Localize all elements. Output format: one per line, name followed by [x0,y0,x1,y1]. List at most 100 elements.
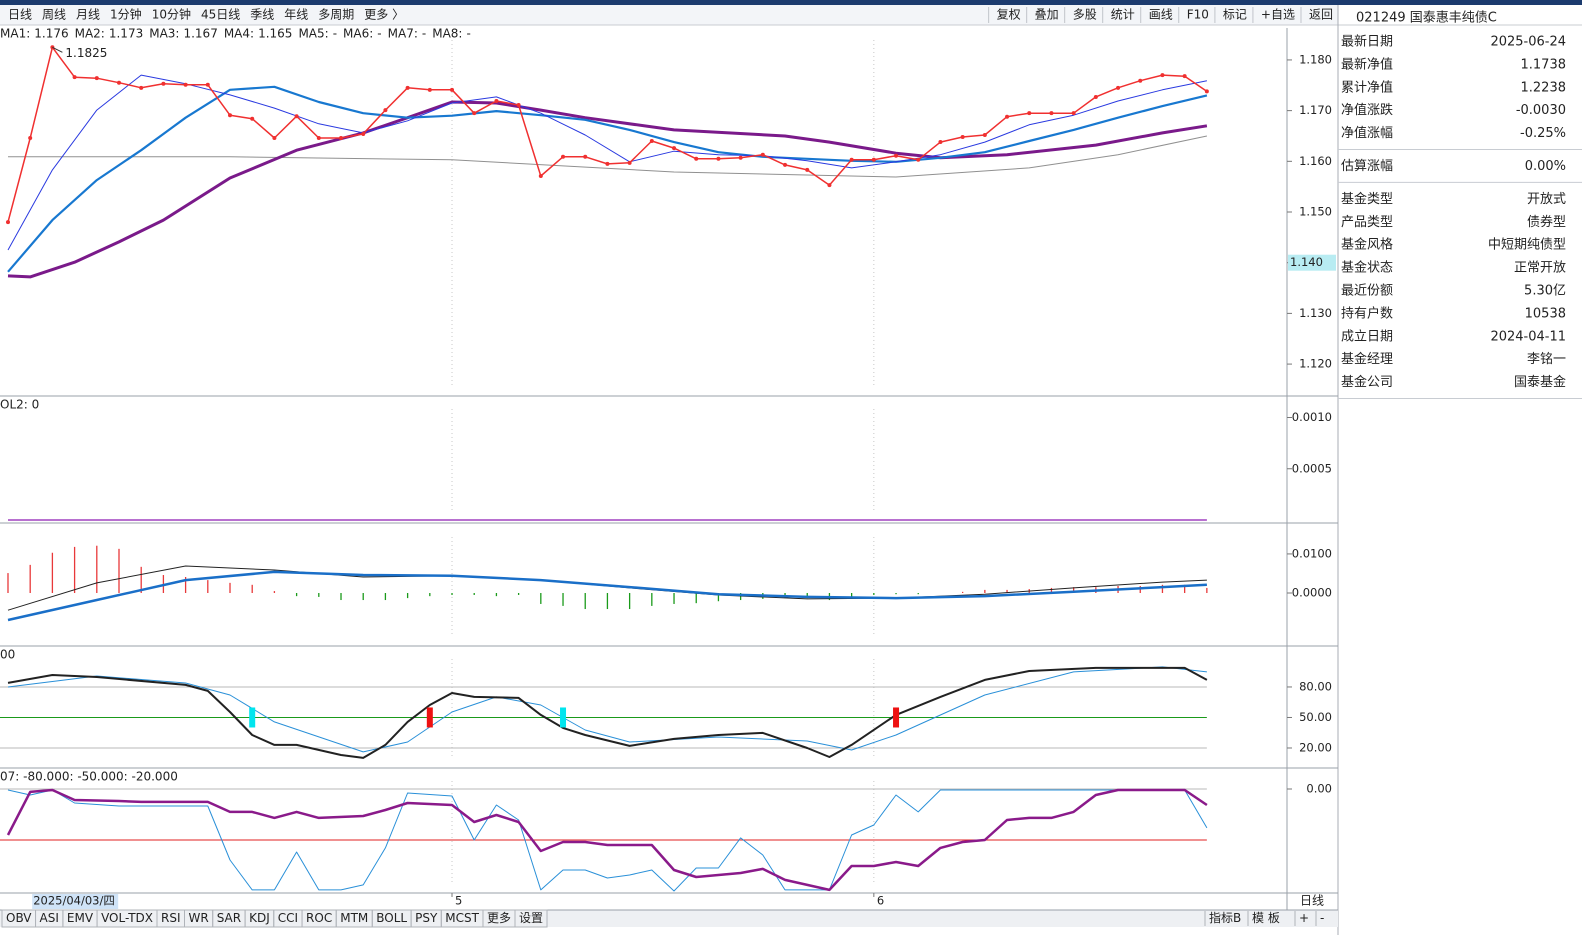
y-tick-label: 1.180 [1299,52,1332,66]
indicator-tab[interactable]: ASI [40,911,59,925]
info-value: 国泰基金 [1514,374,1566,390]
toolbar-button[interactable]: 叠加 [1035,8,1059,22]
legend-value: - [377,27,381,41]
tab-control[interactable]: 指标B [1209,910,1241,925]
indicator-tab[interactable]: MCST [445,911,479,925]
annotation-label: 1.1825 [65,46,107,60]
data-point [627,160,632,165]
data-point [139,85,144,90]
data-point [1005,114,1010,119]
indicator-tab[interactable]: SAR [217,911,241,925]
toolbar-button[interactable]: 复权 [997,8,1021,22]
info-label: 最近份额 [1341,284,1393,299]
info-value: 0.00% [1525,159,1566,174]
data-point [450,87,455,92]
toolbar-button[interactable]: 统计 [1111,8,1135,22]
data-point [183,82,188,87]
toolbar-item[interactable]: 周线 [42,8,66,22]
cursor-value: 1.140 [1290,255,1323,269]
info-label: 基金状态 [1341,260,1393,276]
info-label: 产品类型 [1341,215,1393,230]
y-tick-label: 1.160 [1299,154,1332,168]
indicator-tab[interactable]: WR [189,911,209,925]
info-value: 正常开放 [1514,261,1566,276]
data-point [894,153,899,158]
indicator-tab[interactable]: BOLL [376,911,407,925]
indicator-tab[interactable]: PSY [415,911,438,925]
legend-name: MA6: [343,27,373,41]
signal-marker [893,707,900,728]
series-line [7,789,1208,892]
toolbar-item[interactable]: 45日线 [201,8,240,22]
toolbar-button[interactable]: 返回 [1309,8,1333,22]
legend-value: 1.165 [258,27,292,41]
toolbar-button[interactable]: +自选 [1261,8,1295,22]
toolbar-item[interactable]: 更多 〉 [364,8,404,22]
info-value: 5.30亿 [1524,284,1566,299]
data-point [494,98,499,103]
data-point [1204,89,1209,94]
toolbar-item[interactable]: 日线 [8,8,32,22]
indicator-tab[interactable]: RSI [161,911,181,925]
y-tick-label: 0.00 [1306,781,1332,795]
tab-control[interactable]: - [1320,911,1324,925]
toolbar [0,5,1338,25]
y-tick-label: 80.00 [1299,679,1332,693]
y-tick-label: 0.0100 [1292,546,1332,560]
data-point [28,135,33,140]
data-point [250,116,255,121]
indicator-tab[interactable]: KDJ [249,911,270,925]
data-point [272,135,277,140]
legend-name: MA7: [388,27,418,41]
info-value: -0.0030 [1516,103,1566,118]
y-tick-label: 0.0005 [1292,461,1332,475]
toolbar-item[interactable]: 月线 [76,8,100,22]
toolbar-button[interactable]: 多股 [1073,8,1097,22]
indicator-tab[interactable]: EMV [67,911,94,925]
info-label: 净值涨幅 [1341,125,1393,141]
data-point [5,220,10,225]
x-tick-label: 2025/04/03/四 [33,894,115,908]
series-line [7,74,1208,251]
toolbar-item[interactable]: 季线 [250,8,274,22]
info-value: 1.2238 [1521,80,1567,95]
period-label: 日线 [1300,894,1324,908]
indicator-tab[interactable]: 设置 [519,911,543,925]
toolbar-item[interactable]: 1分钟 [110,7,142,22]
legend-name: MA1: [0,27,30,41]
data-point [161,81,166,86]
info-value: 10538 [1525,306,1566,321]
data-point [472,111,477,116]
data-point [982,132,987,137]
data-point [116,80,121,85]
series-line [7,666,1208,759]
data-point [1138,78,1143,83]
indicator-tab[interactable]: OBV [6,911,32,925]
data-point [561,154,566,159]
data-point [1093,94,1098,99]
indicator-tab[interactable]: 更多 [487,911,511,925]
indicator-header: : -50.000 [69,770,123,784]
indicator-header: : -80.000 [15,770,69,784]
toolbar-button[interactable]: 标记 [1223,8,1247,22]
toolbar-button[interactable]: F10 [1187,8,1209,22]
indicator-tab[interactable]: VOL-TDX [101,911,153,925]
info-value: 2025-06-24 [1490,35,1566,50]
indicator-tab[interactable]: ROC [306,911,332,925]
data-point [1160,73,1165,78]
data-point [294,114,299,119]
indicator-tab[interactable]: MTM [340,911,368,925]
data-point [1071,111,1076,116]
toolbar-button[interactable]: 画线 [1149,8,1173,22]
y-tick-label: 0.0010 [1292,410,1332,424]
toolbar-item[interactable]: 多周期 [318,8,354,22]
data-point [205,82,210,87]
toolbar-item[interactable]: 10分钟 [152,7,191,22]
tab-control[interactable]: + [1299,911,1309,925]
tab-control[interactable]: 模 板 [1252,911,1280,925]
indicator-header: 07 [0,770,15,784]
indicator-tab[interactable]: CCI [278,911,298,925]
data-point [405,85,410,90]
toolbar-item[interactable]: 年线 [284,8,308,22]
